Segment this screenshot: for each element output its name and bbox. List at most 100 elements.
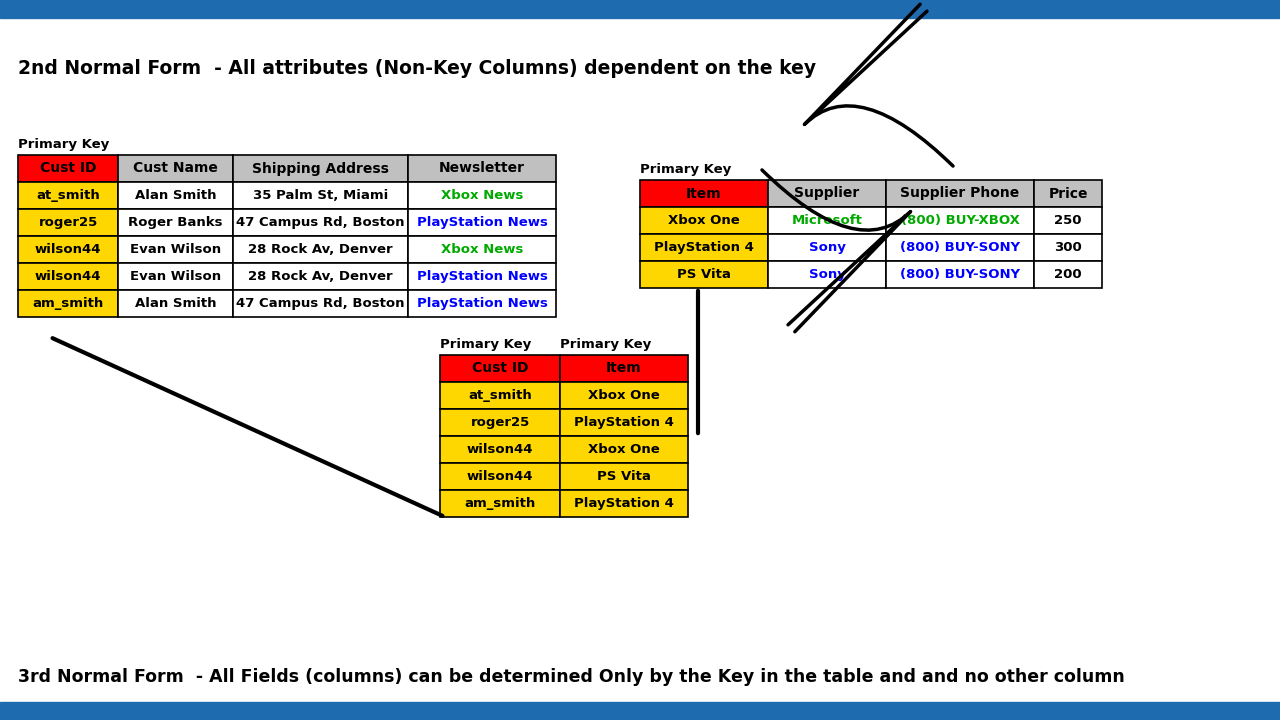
Text: Xbox News: Xbox News [440, 243, 524, 256]
Bar [408, 290, 556, 317]
Bar [408, 209, 556, 236]
Bar [640, 180, 768, 207]
Bar [440, 436, 561, 463]
Text: Evan Wilson: Evan Wilson [131, 243, 221, 256]
Bar [561, 382, 689, 409]
Text: PlayStation 4: PlayStation 4 [654, 241, 754, 254]
Text: PlayStation News: PlayStation News [416, 270, 548, 283]
Text: Xbox One: Xbox One [668, 214, 740, 227]
Bar [886, 234, 1034, 261]
Text: (800) BUY-SONY: (800) BUY-SONY [900, 241, 1020, 254]
Text: Shipping Address: Shipping Address [252, 161, 389, 176]
Bar [561, 409, 689, 436]
Bar [440, 490, 561, 517]
Text: 300: 300 [1055, 241, 1082, 254]
Text: PlayStation 4: PlayStation 4 [573, 416, 675, 429]
Bar [0, 0, 1280, 18]
Bar [118, 290, 233, 317]
Bar [18, 290, 118, 317]
Text: wilson44: wilson44 [467, 443, 534, 456]
Bar [233, 236, 408, 263]
Text: Xbox News: Xbox News [440, 189, 524, 202]
Bar [18, 182, 118, 209]
Bar [18, 209, 118, 236]
Bar [440, 355, 561, 382]
Bar [118, 155, 233, 182]
Bar [408, 263, 556, 290]
Text: Cust Name: Cust Name [133, 161, 218, 176]
Text: Item: Item [607, 361, 641, 376]
Text: Roger Banks: Roger Banks [128, 216, 223, 229]
Text: Xbox One: Xbox One [588, 389, 660, 402]
Bar [640, 234, 768, 261]
Text: wilson44: wilson44 [467, 470, 534, 483]
Text: at_smith: at_smith [468, 389, 532, 402]
Text: Primary Key: Primary Key [440, 338, 531, 351]
Bar [640, 261, 768, 288]
Text: roger25: roger25 [38, 216, 97, 229]
Text: PS Vita: PS Vita [677, 268, 731, 281]
Bar [0, 702, 1280, 720]
Text: PS Vita: PS Vita [596, 470, 652, 483]
Text: Primary Key: Primary Key [18, 138, 109, 151]
Text: 28 Rock Av, Denver: 28 Rock Av, Denver [248, 243, 393, 256]
Bar [118, 236, 233, 263]
Text: Sony: Sony [809, 268, 845, 281]
Bar [18, 155, 118, 182]
Bar [886, 261, 1034, 288]
Bar [1034, 180, 1102, 207]
Bar [233, 155, 408, 182]
Bar [118, 263, 233, 290]
Text: Alan Smith: Alan Smith [134, 189, 216, 202]
Bar [118, 182, 233, 209]
Text: (800) BUY-SONY: (800) BUY-SONY [900, 268, 1020, 281]
Bar [233, 290, 408, 317]
Text: 3rd Normal Form  - All Fields (columns) can be determined Only by the Key in the: 3rd Normal Form - All Fields (columns) c… [18, 668, 1125, 686]
Bar [233, 182, 408, 209]
Text: Primary Key: Primary Key [640, 163, 731, 176]
Bar [768, 180, 886, 207]
Text: Price: Price [1048, 186, 1088, 200]
Text: Cust ID: Cust ID [472, 361, 529, 376]
Text: Supplier: Supplier [795, 186, 860, 200]
Text: Microsoft: Microsoft [791, 214, 863, 227]
Text: 47 Campus Rd, Boston: 47 Campus Rd, Boston [237, 297, 404, 310]
Text: roger25: roger25 [470, 416, 530, 429]
Text: 35 Palm St, Miami: 35 Palm St, Miami [253, 189, 388, 202]
Text: Xbox One: Xbox One [588, 443, 660, 456]
Bar [118, 209, 233, 236]
Text: wilson44: wilson44 [35, 270, 101, 283]
Text: 250: 250 [1055, 214, 1082, 227]
Text: Alan Smith: Alan Smith [134, 297, 216, 310]
Bar [233, 209, 408, 236]
Text: at_smith: at_smith [36, 189, 100, 202]
Bar [18, 263, 118, 290]
Bar [886, 207, 1034, 234]
Text: Item: Item [686, 186, 722, 200]
Bar [440, 409, 561, 436]
Bar [408, 236, 556, 263]
Text: wilson44: wilson44 [35, 243, 101, 256]
Bar [768, 234, 886, 261]
Bar [408, 182, 556, 209]
Text: 28 Rock Av, Denver: 28 Rock Av, Denver [248, 270, 393, 283]
Bar [1034, 207, 1102, 234]
Bar [440, 463, 561, 490]
Bar [1034, 261, 1102, 288]
Bar [561, 490, 689, 517]
Bar [440, 382, 561, 409]
Text: Primary Key: Primary Key [561, 338, 652, 351]
Bar [768, 261, 886, 288]
Text: Sony: Sony [809, 241, 845, 254]
Text: Newsletter: Newsletter [439, 161, 525, 176]
Bar [768, 207, 886, 234]
Bar [561, 436, 689, 463]
Bar [561, 355, 689, 382]
Text: (800) BUY-XBOX: (800) BUY-XBOX [901, 214, 1019, 227]
Text: Evan Wilson: Evan Wilson [131, 270, 221, 283]
Bar [1034, 234, 1102, 261]
Text: PlayStation News: PlayStation News [416, 216, 548, 229]
Text: 47 Campus Rd, Boston: 47 Campus Rd, Boston [237, 216, 404, 229]
Bar [408, 155, 556, 182]
Bar [640, 207, 768, 234]
